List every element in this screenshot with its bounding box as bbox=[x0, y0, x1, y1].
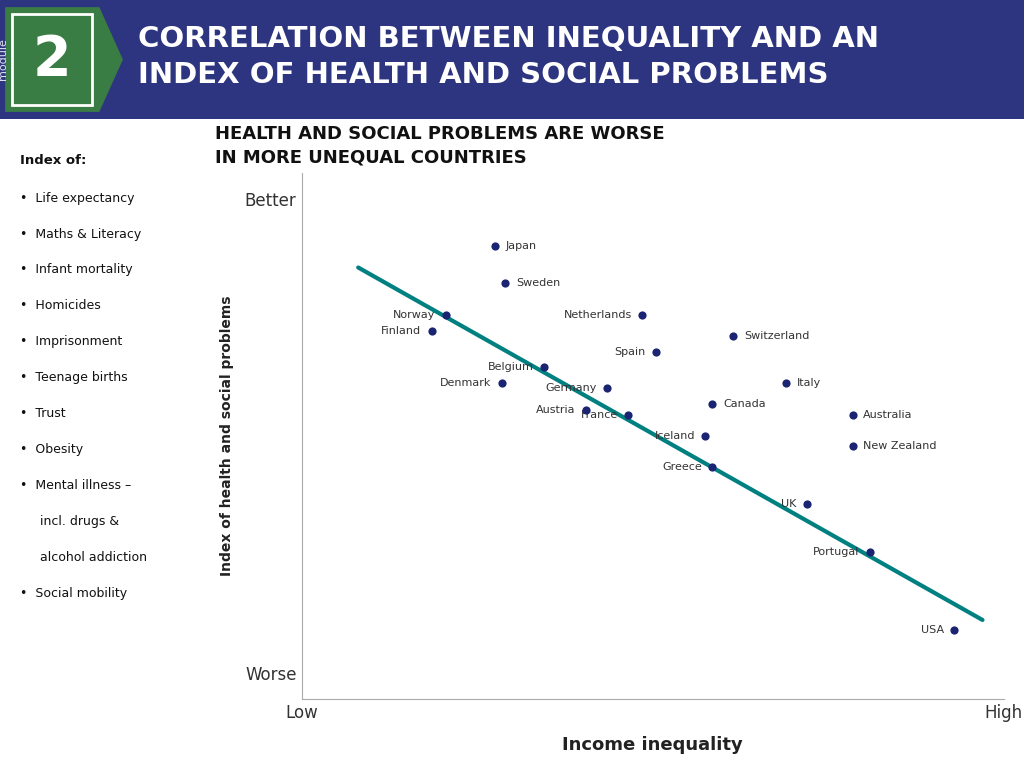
Text: Australia: Australia bbox=[863, 410, 912, 420]
Text: USA: USA bbox=[921, 625, 944, 635]
Point bbox=[705, 398, 721, 410]
Text: 2: 2 bbox=[33, 32, 72, 87]
Point bbox=[697, 430, 714, 442]
Point bbox=[705, 462, 721, 474]
Polygon shape bbox=[5, 7, 123, 112]
Point bbox=[486, 240, 503, 253]
X-axis label: Income inequality: Income inequality bbox=[562, 737, 743, 754]
Text: •  Homicides: • Homicides bbox=[20, 300, 101, 313]
Point bbox=[845, 409, 861, 421]
Text: UK: UK bbox=[781, 499, 797, 509]
Point bbox=[424, 324, 440, 336]
Text: •  Mental illness –: • Mental illness – bbox=[20, 479, 132, 492]
Point bbox=[799, 498, 815, 511]
Text: •  Imprisonment: • Imprisonment bbox=[20, 335, 123, 348]
Text: Italy: Italy bbox=[797, 378, 821, 389]
Text: Sweden: Sweden bbox=[516, 278, 560, 288]
Text: Belgium: Belgium bbox=[487, 362, 534, 372]
Text: Netherlands: Netherlands bbox=[563, 310, 632, 319]
Text: Spain: Spain bbox=[614, 346, 646, 356]
Text: France: France bbox=[581, 410, 617, 420]
Bar bbox=[12, 15, 92, 104]
Point bbox=[946, 624, 963, 637]
Text: incl. drugs &: incl. drugs & bbox=[40, 515, 119, 528]
Point bbox=[862, 545, 879, 558]
Text: Finland: Finland bbox=[381, 326, 421, 336]
Point bbox=[725, 329, 741, 342]
Text: Canada: Canada bbox=[723, 399, 766, 409]
Text: •  Social mobility: • Social mobility bbox=[20, 587, 128, 600]
Point bbox=[845, 440, 861, 452]
Text: Index of:: Index of: bbox=[20, 154, 87, 167]
Point bbox=[437, 309, 454, 321]
Text: •  Teenage births: • Teenage births bbox=[20, 371, 128, 384]
Text: New Zealand: New Zealand bbox=[863, 442, 937, 452]
Text: Switzerland: Switzerland bbox=[744, 331, 809, 341]
Text: CORRELATION BETWEEN INEQUALITY AND AN
INDEX OF HEALTH AND SOCIAL PROBLEMS: CORRELATION BETWEEN INEQUALITY AND AN IN… bbox=[138, 25, 880, 89]
Text: •  Life expectancy: • Life expectancy bbox=[20, 192, 135, 204]
Point bbox=[634, 309, 650, 321]
Text: Denmark: Denmark bbox=[440, 378, 492, 389]
Point bbox=[778, 377, 795, 389]
Text: module: module bbox=[0, 38, 8, 81]
Point bbox=[498, 277, 514, 290]
Text: HEALTH AND SOCIAL PROBLEMS ARE WORSE
IN MORE UNEQUAL COUNTRIES: HEALTH AND SOCIAL PROBLEMS ARE WORSE IN … bbox=[215, 125, 665, 167]
Text: Austria: Austria bbox=[537, 405, 575, 415]
Point bbox=[494, 377, 510, 389]
Text: •  Trust: • Trust bbox=[20, 407, 67, 420]
Text: •  Maths & Literacy: • Maths & Literacy bbox=[20, 227, 141, 240]
Point bbox=[648, 346, 665, 358]
Point bbox=[599, 382, 615, 395]
Text: Iceland: Iceland bbox=[654, 431, 695, 441]
Point bbox=[621, 409, 637, 421]
Point bbox=[536, 361, 552, 373]
Text: alcohol addiction: alcohol addiction bbox=[40, 551, 147, 564]
Text: Germany: Germany bbox=[546, 383, 597, 393]
Text: •  Infant mortality: • Infant mortality bbox=[20, 263, 133, 276]
Point bbox=[578, 403, 594, 415]
Text: Greece: Greece bbox=[663, 462, 701, 472]
Text: Norway: Norway bbox=[393, 310, 435, 319]
Text: Japan: Japan bbox=[506, 241, 537, 251]
Text: Portugal: Portugal bbox=[813, 547, 860, 557]
Text: •  Obesity: • Obesity bbox=[20, 443, 84, 456]
Y-axis label: Index of health and social problems: Index of health and social problems bbox=[220, 296, 233, 576]
